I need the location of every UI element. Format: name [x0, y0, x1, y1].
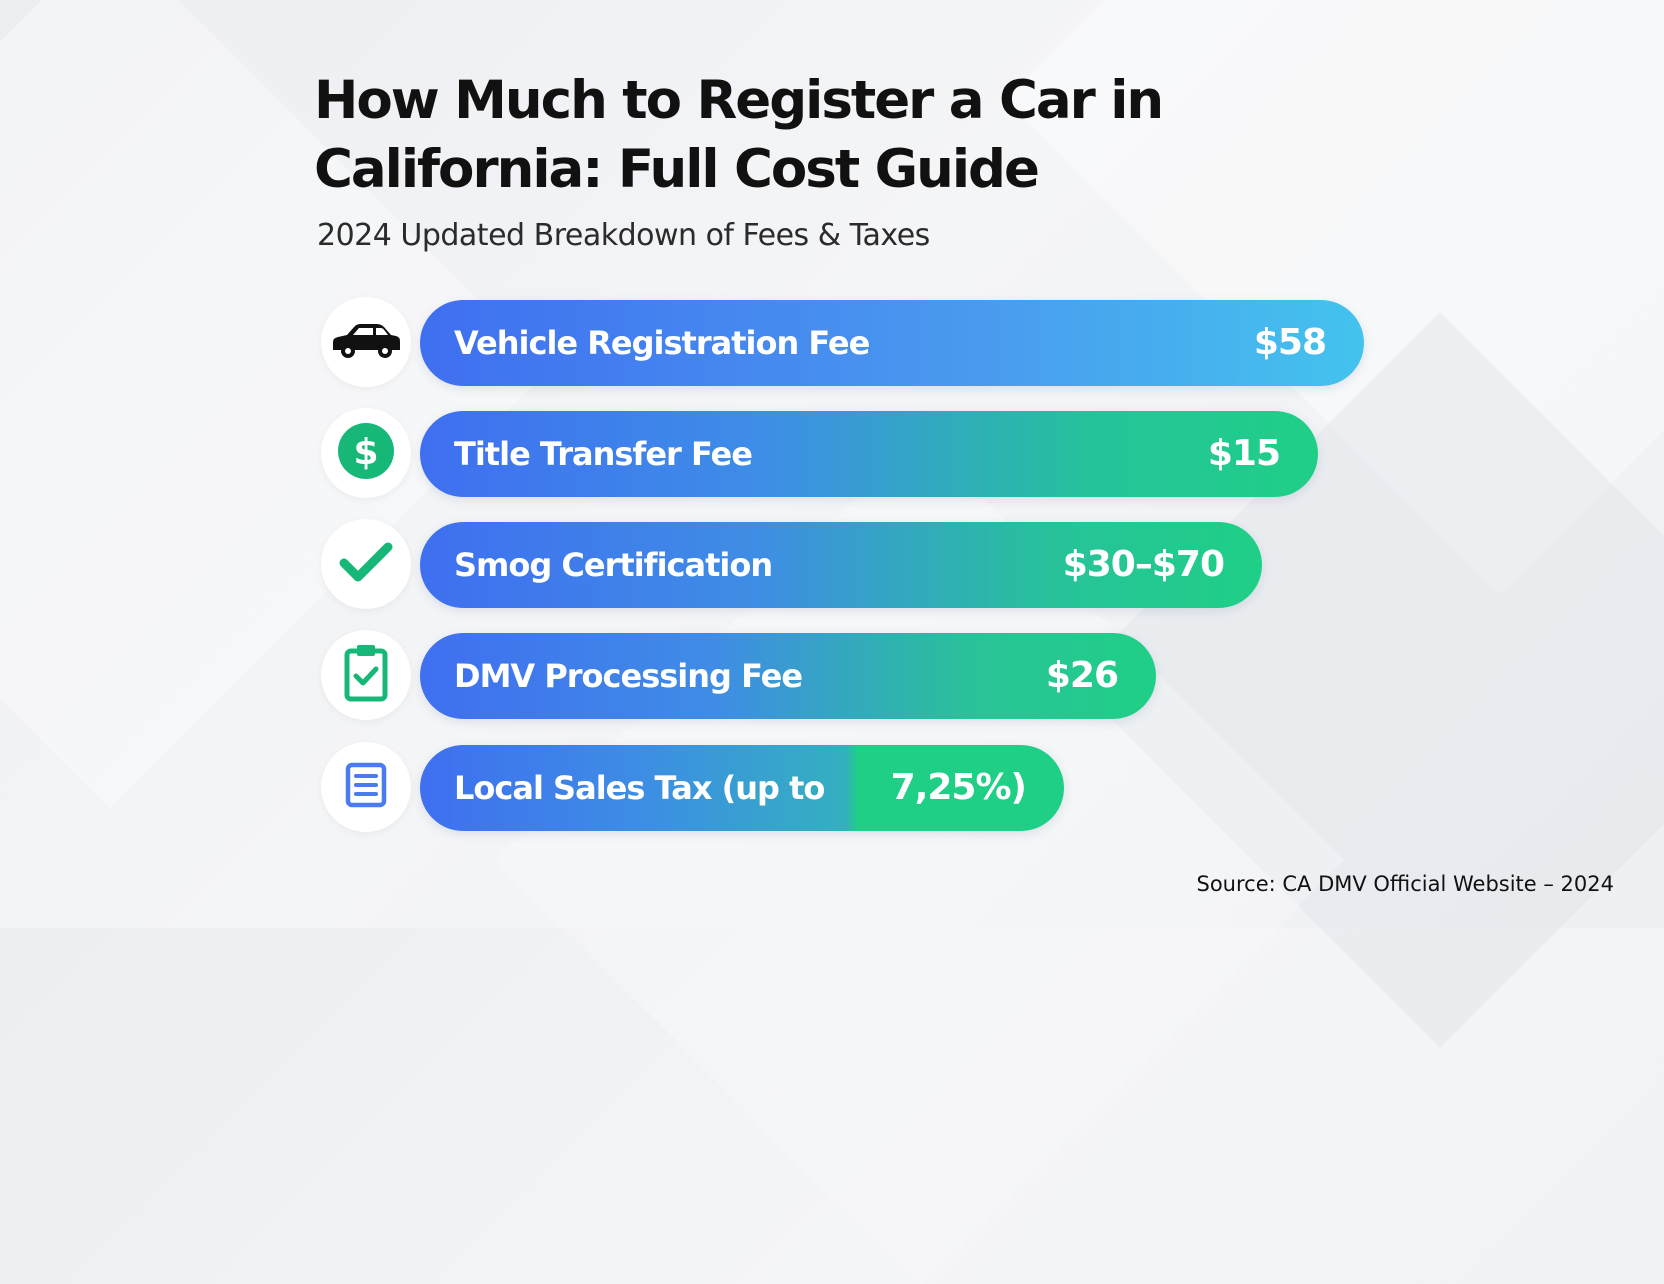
cost-label: Local Sales Tax (up to [454, 769, 825, 807]
svg-text:$: $ [353, 432, 378, 473]
cost-label: Vehicle Registration Fee [454, 324, 870, 362]
cost-value: $26 [1045, 655, 1119, 696]
cost-row-registration: Vehicle Registration Fee $58 [321, 296, 1366, 388]
cost-row-dmv-processing: DMV Processing Fee $26 [321, 629, 1158, 721]
document-list-icon [344, 761, 388, 814]
clipboard-check-icon [343, 643, 389, 708]
cost-row-smog: Smog Certification $30–$70 [321, 518, 1264, 610]
source-note: Source: CA DMV Official Website – 2024 [1196, 872, 1614, 896]
cost-label: Smog Certification [454, 546, 773, 584]
icon-container [321, 297, 411, 387]
cost-bar: Title Transfer Fee $15 [420, 411, 1318, 497]
cost-row-sales-tax: Local Sales Tax (up to 7,25%) [321, 741, 1066, 833]
icon-container [321, 630, 411, 720]
dollar-icon: $ [337, 422, 395, 485]
car-icon [329, 320, 403, 365]
icon-container [321, 519, 411, 609]
page-title: How Much to Register a Car in California… [314, 70, 1164, 200]
cost-value: 7,25%) [890, 767, 1027, 808]
icon-container [321, 742, 411, 832]
page-subtitle: 2024 Updated Breakdown of Fees & Taxes [317, 218, 930, 253]
cost-value: $15 [1207, 433, 1281, 474]
cost-value: $30–$70 [1062, 544, 1225, 585]
cost-bar: DMV Processing Fee $26 [420, 633, 1156, 719]
checkmark-icon [339, 540, 393, 589]
cost-value: $58 [1253, 322, 1327, 363]
cost-bar: Vehicle Registration Fee $58 [420, 300, 1364, 386]
cost-label: DMV Processing Fee [454, 657, 803, 695]
cost-row-title-transfer: $ Title Transfer Fee $15 [321, 407, 1320, 499]
cost-label: Title Transfer Fee [454, 435, 753, 473]
icon-container: $ [321, 408, 411, 498]
cost-bar: Smog Certification $30–$70 [420, 522, 1262, 608]
cost-bar: Local Sales Tax (up to 7,25%) [420, 745, 1064, 831]
